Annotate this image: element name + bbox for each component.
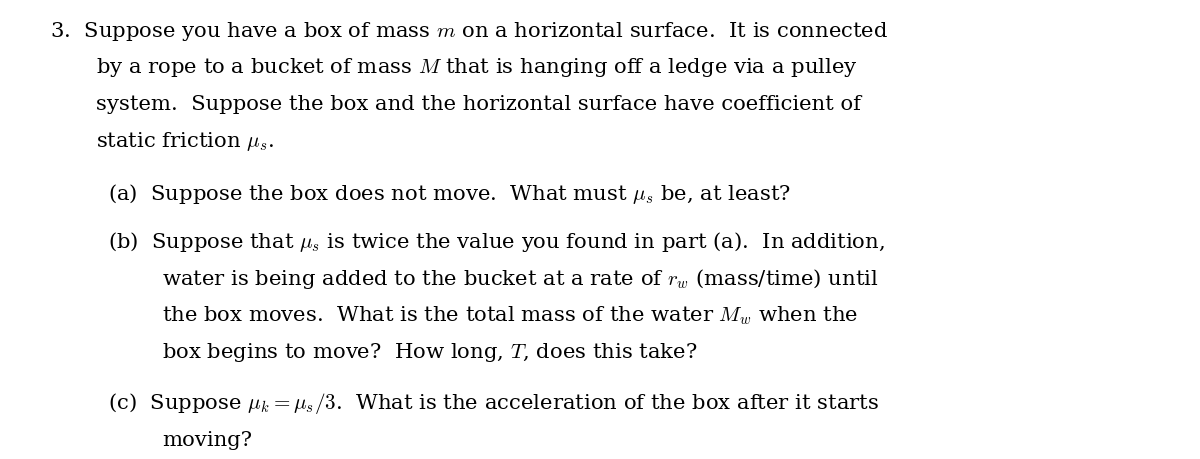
Text: moving?: moving? bbox=[162, 431, 252, 450]
Text: (a)  Suppose the box does not move.  What must $\mu_s$ be, at least?: (a) Suppose the box does not move. What … bbox=[108, 182, 791, 206]
Text: box begins to move?  How long, $T$, does this take?: box begins to move? How long, $T$, does … bbox=[162, 341, 697, 364]
Text: system.  Suppose the box and the horizontal surface have coefficient of: system. Suppose the box and the horizont… bbox=[96, 95, 862, 114]
Text: by a rope to a bucket of mass $M$ that is hanging off a ledge via a pulley: by a rope to a bucket of mass $M$ that i… bbox=[96, 56, 858, 79]
Text: 3.  Suppose you have a box of mass $m$ on a horizontal surface.  It is connected: 3. Suppose you have a box of mass $m$ on… bbox=[50, 20, 889, 43]
Text: static friction $\mu_s$.: static friction $\mu_s$. bbox=[96, 130, 275, 153]
Text: the box moves.  What is the total mass of the water $M_w$ when the: the box moves. What is the total mass of… bbox=[162, 304, 858, 327]
Text: (c)  Suppose $\mu_k = \mu_s/3$.  What is the acceleration of the box after it st: (c) Suppose $\mu_k = \mu_s/3$. What is t… bbox=[108, 392, 878, 416]
Text: (b)  Suppose that $\mu_s$ is twice the value you found in part (a).  In addition: (b) Suppose that $\mu_s$ is twice the va… bbox=[108, 230, 884, 254]
Text: water is being added to the bucket at a rate of $r_w$ (mass/time) until: water is being added to the bucket at a … bbox=[162, 267, 878, 291]
